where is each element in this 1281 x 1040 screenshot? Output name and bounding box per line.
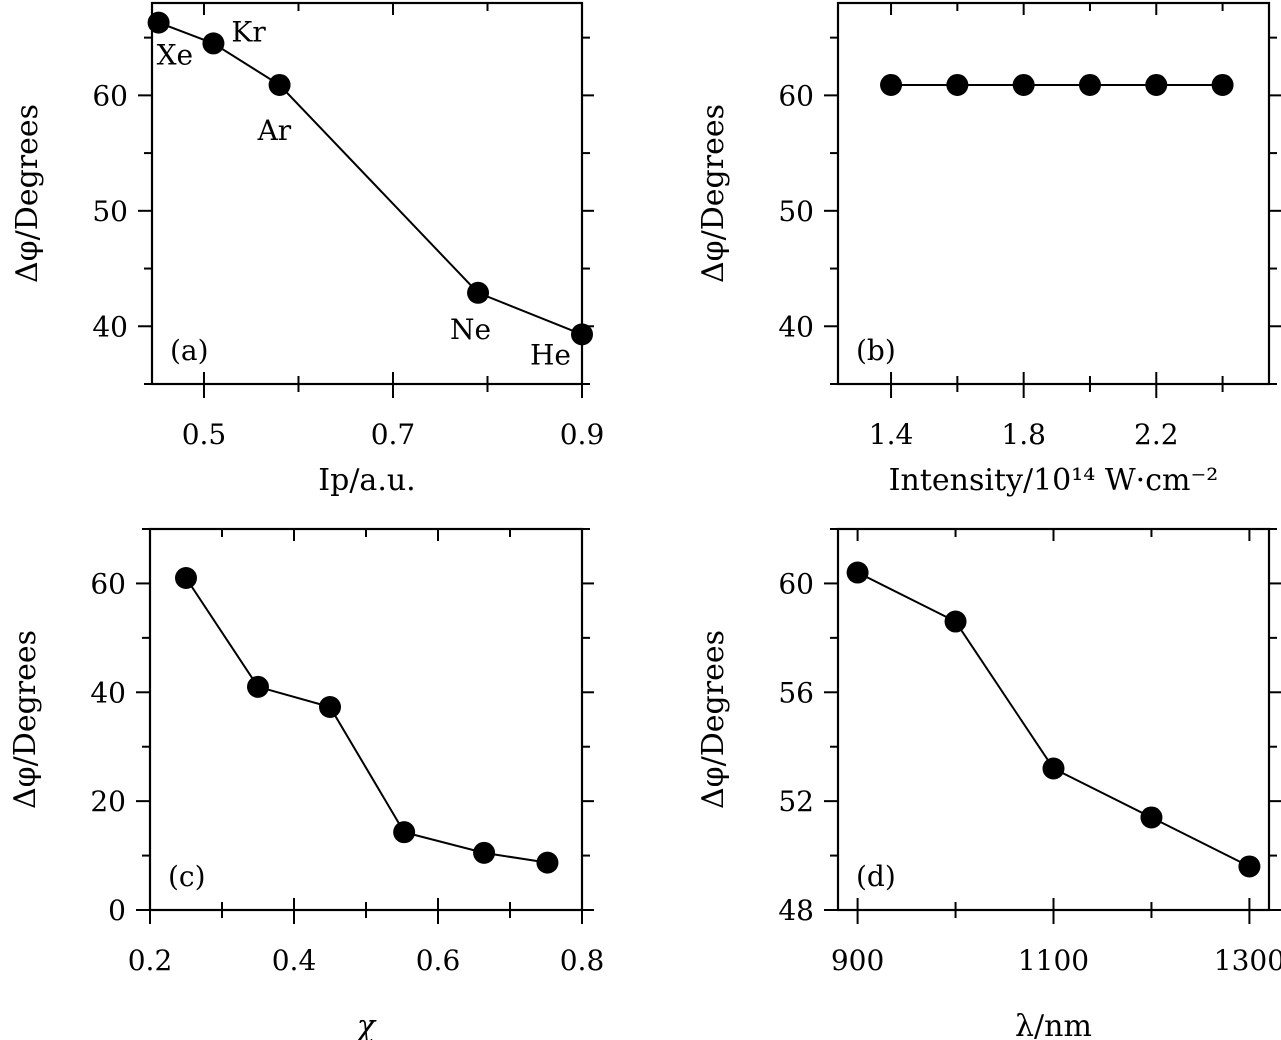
data-point xyxy=(944,610,967,633)
data-point xyxy=(1078,73,1101,96)
y-axis-label: Δφ/Degrees xyxy=(696,630,731,809)
panel-label: (d) xyxy=(856,860,896,893)
panel-a: 40 50 60 0.5 0.7 0.9 Ip/a.u. Δφ/Degrees (a) Xe Kr A… xyxy=(10,1,605,498)
x-axis-label: Intensity/10¹⁴ W·cm⁻² xyxy=(889,463,1219,498)
x-tick-label: 0.2 xyxy=(128,944,173,977)
data-point xyxy=(571,323,593,346)
point-annotation: He xyxy=(530,338,571,371)
y-tick-label: 40 xyxy=(90,676,126,709)
plot-frame xyxy=(836,1,1271,386)
data-point xyxy=(319,695,341,718)
data-point xyxy=(1238,855,1261,878)
x-tick-label: 2.2 xyxy=(1134,418,1179,451)
data-point xyxy=(467,281,490,304)
panel-b: 40 50 60 1.4 1.8 2.2 Intensity/10¹⁴ W·cm⁻² Δφ/D… xyxy=(696,1,1281,498)
series-line xyxy=(158,21,583,336)
y-tick-label: 60 xyxy=(92,79,128,112)
x-tick-label: 1100 xyxy=(1018,944,1089,977)
point-annotation: Xe xyxy=(157,39,194,72)
series-line xyxy=(185,577,548,864)
y-tick-label: 60 xyxy=(778,567,814,600)
x-tick-label: 0.8 xyxy=(560,944,605,977)
data-point xyxy=(202,32,225,55)
series-line xyxy=(857,571,1250,868)
data-point xyxy=(393,821,416,844)
panel-label: (c) xyxy=(168,860,206,893)
y-tick-label: 0 xyxy=(108,894,126,927)
x-tick-label: 0.4 xyxy=(272,944,317,977)
data-point xyxy=(1042,757,1065,780)
data-point xyxy=(536,851,559,874)
data-point xyxy=(1012,73,1035,96)
data-point xyxy=(846,561,869,584)
x-tick-label: 900 xyxy=(831,944,884,977)
panel-label: (b) xyxy=(856,334,896,367)
y-tick-label: 50 xyxy=(778,195,814,228)
panel-d: 48 52 56 60 900 1100 1300 λ/nm Δφ/Degrees (d) xyxy=(696,527,1281,1040)
y-tick-label: 40 xyxy=(92,310,128,343)
x-axis-label: λ/nm xyxy=(1015,1009,1092,1040)
x-tick-label: 1.8 xyxy=(1001,418,1046,451)
point-annotation: Ne xyxy=(450,313,491,346)
x-axis-label: Ip/a.u. xyxy=(318,463,415,498)
y-axis-label: Δφ/Degrees xyxy=(696,104,731,283)
point-annotation: Kr xyxy=(231,15,266,48)
data-point xyxy=(1140,806,1163,829)
y-tick-label: 20 xyxy=(90,785,126,818)
x-tick-label: 0.6 xyxy=(416,944,461,977)
y-tick-label: 50 xyxy=(92,195,128,228)
data-point xyxy=(147,11,170,34)
y-tick-label: 60 xyxy=(90,567,126,600)
x-tick-label: 0.5 xyxy=(182,418,227,451)
y-axis-label: Δφ/Degrees xyxy=(8,630,43,809)
data-point xyxy=(473,841,496,864)
plot-frame xyxy=(150,1,584,386)
plot-frame xyxy=(836,527,1271,912)
y-tick-label: 48 xyxy=(778,894,814,927)
point-annotation: Ar xyxy=(257,114,292,147)
y-tick-label: 60 xyxy=(778,79,814,112)
data-point xyxy=(946,73,969,96)
panel-label: (a) xyxy=(170,334,209,367)
y-tick-label: 40 xyxy=(778,310,814,343)
x-axis-label: χ xyxy=(355,1009,377,1040)
plot-frame xyxy=(148,527,584,912)
data-point xyxy=(247,675,269,698)
data-point xyxy=(268,73,291,96)
y-tick-label: 56 xyxy=(778,676,814,709)
x-tick-label: 1.4 xyxy=(869,418,914,451)
x-tick-label: 0.7 xyxy=(371,418,416,451)
x-tick-label: 1300 xyxy=(1214,944,1281,977)
panel-c: 0 20 40 60 0.2 0.4 0.6 0.8 χ Δφ/Degrees (c) xyxy=(8,527,605,1040)
data-point xyxy=(880,73,903,96)
data-point xyxy=(1145,73,1168,96)
data-point xyxy=(175,566,197,589)
data-point xyxy=(1211,73,1234,96)
x-tick-label: 0.9 xyxy=(560,418,605,451)
y-tick-label: 52 xyxy=(778,785,814,818)
y-axis-label: Δφ/Degrees xyxy=(10,104,45,283)
